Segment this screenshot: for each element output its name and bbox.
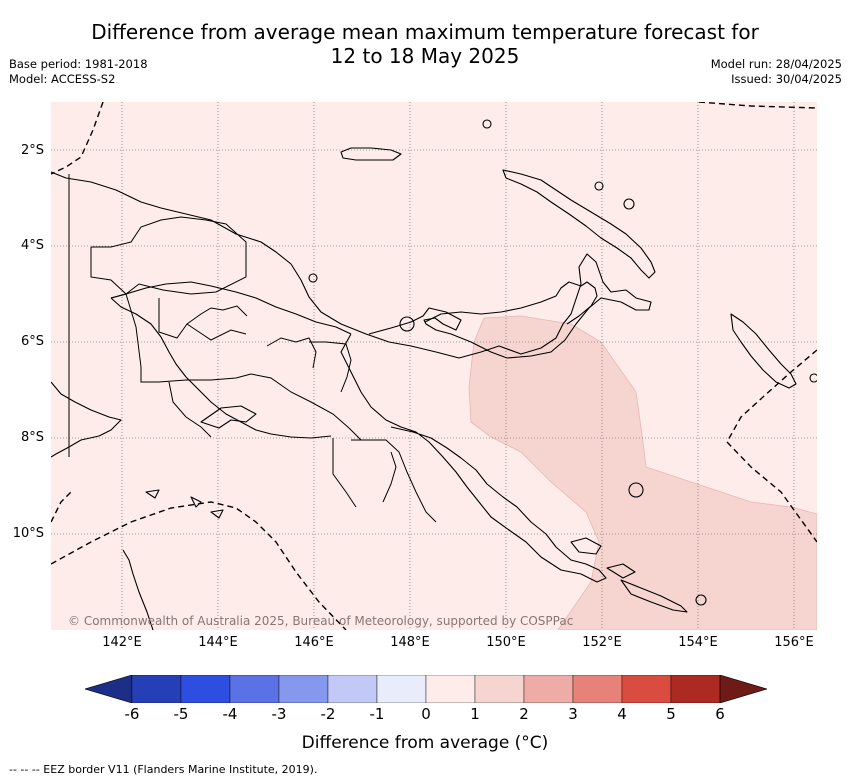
province-8	[266, 337, 317, 369]
coastlines	[51, 119, 817, 630]
provincial-borders	[68, 174, 437, 523]
issued-date: Issued: 30/04/2025	[731, 72, 842, 86]
province-10	[332, 438, 357, 508]
cb-tick-2: 2	[519, 705, 529, 723]
colorbar-cell	[474, 675, 525, 703]
cb-tick-6: 6	[715, 705, 725, 723]
colorbar	[85, 675, 767, 703]
province-1	[91, 216, 247, 299]
colorbar-cell	[229, 675, 280, 703]
model-name: Model: ACCESS-S2	[9, 72, 116, 86]
gulf-islands	[200, 405, 257, 429]
eez-south	[51, 501, 347, 630]
province-9	[309, 341, 352, 393]
torres-islands	[145, 489, 224, 519]
lon-label-144e: 144°E	[198, 635, 238, 650]
colorbar-extension-low	[85, 675, 133, 703]
colorbar-cell	[376, 675, 427, 703]
map-svg	[51, 102, 817, 630]
title-line-1: Difference from average mean maximum tem…	[91, 20, 759, 44]
colorbar-extension-high	[719, 675, 767, 703]
eez-borders	[51, 102, 817, 630]
island-7	[695, 594, 707, 606]
cb-tick-4: 4	[617, 705, 627, 723]
lon-label-148e: 148°E	[390, 635, 430, 650]
lat-label-4s: 4°S	[20, 238, 44, 253]
model-run: Model run: 28/04/2025	[710, 57, 842, 71]
province-4	[158, 298, 247, 341]
lat-label-2s: 2°S	[20, 143, 44, 158]
lat-label-6s: 6°S	[20, 334, 44, 349]
island-3	[623, 198, 635, 210]
cb-tick-3: 3	[568, 705, 578, 723]
eez-north-west	[51, 102, 104, 175]
province-6	[168, 381, 212, 438]
island-1	[482, 119, 492, 129]
cb-tick-minus4: -4	[222, 705, 238, 723]
cb-tick-0: 0	[421, 705, 431, 723]
graticule	[51, 102, 817, 630]
anomaly-region-1-2	[468, 315, 817, 630]
cb-tick-minus6: -6	[124, 705, 140, 723]
manus-coast	[340, 147, 402, 161]
new-ireland-coast	[502, 169, 656, 279]
louisiade-islands	[620, 579, 688, 613]
colorbar-cell	[327, 675, 378, 703]
province-7	[250, 373, 362, 441]
lat-label-8s: 8°S	[20, 430, 44, 445]
meta-right: Model run: 28/04/2025 Issued: 30/04/2025	[711, 57, 842, 87]
title-line-2: 12 to 18 May 2025	[330, 44, 520, 68]
island-4	[308, 273, 318, 283]
new-britain-coast	[424, 281, 598, 325]
province-2	[90, 247, 127, 295]
new-guinea-coast	[51, 171, 652, 583]
colorbar-cell	[621, 675, 672, 703]
colorbar-cell	[670, 675, 721, 703]
colorbar-cell	[572, 675, 623, 703]
province-3	[125, 293, 252, 383]
colorbar-cell	[425, 675, 476, 703]
cape-york-coast	[122, 549, 154, 630]
lon-label-154e: 154°E	[678, 635, 718, 650]
cb-tick-minus1: -1	[369, 705, 385, 723]
cb-tick-1: 1	[470, 705, 480, 723]
cb-tick-minus5: -5	[173, 705, 189, 723]
copyright-notice: © Commonwealth of Australia 2025, Bureau…	[68, 614, 574, 628]
base-period: Base period: 1981-2018	[9, 57, 148, 71]
eez-west	[51, 491, 72, 523]
colorbar-cell	[131, 675, 182, 703]
fergusson-goodenough-islands	[570, 537, 636, 579]
island-2	[594, 181, 604, 191]
colorbar-cell	[278, 675, 329, 703]
colorbar-label: Difference from average (°C)	[301, 733, 549, 753]
map-area	[51, 102, 817, 630]
island-8	[809, 373, 817, 383]
cb-tick-minus2: -2	[320, 705, 336, 723]
eez-footnote: -- -- -- EEZ border V11 (Flanders Marine…	[9, 763, 318, 776]
lon-label-146e: 146°E	[294, 635, 334, 650]
chart-title: Difference from average mean maximum tem…	[0, 20, 850, 68]
south-coast	[110, 297, 332, 439]
meta-left: Base period: 1981-2018 Model: ACCESS-S2	[9, 57, 148, 87]
colorbar-cells	[85, 675, 767, 703]
lon-label-156e: 156°E	[774, 635, 814, 650]
colorbar-cell	[523, 675, 574, 703]
province-5	[186, 305, 248, 325]
lon-label-150e: 150°E	[486, 635, 526, 650]
colorbar-cell	[180, 675, 231, 703]
lon-label-152e: 152°E	[582, 635, 622, 650]
lat-label-10s: 10°S	[12, 526, 44, 541]
cb-tick-minus3: -3	[271, 705, 287, 723]
province-11	[351, 439, 437, 523]
eez-north-east	[698, 102, 817, 109]
island-6	[628, 482, 644, 498]
lon-label-142e: 142°E	[102, 635, 142, 650]
bougainville-coast	[730, 313, 797, 389]
island-5	[399, 316, 415, 332]
eez-east	[726, 349, 817, 543]
province-12	[382, 451, 397, 503]
cb-tick-5: 5	[666, 705, 676, 723]
